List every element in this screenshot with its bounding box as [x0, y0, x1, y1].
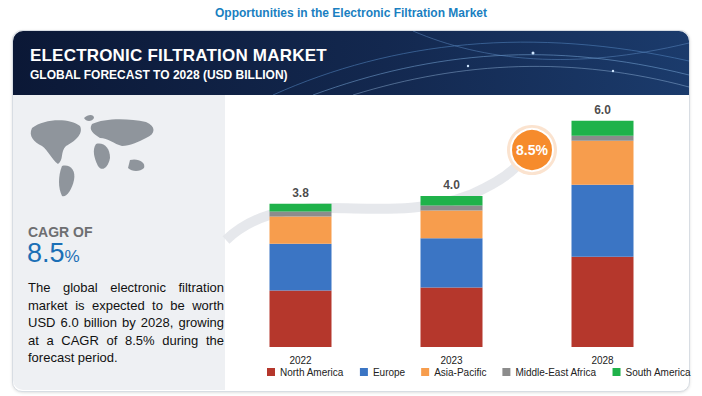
svg-text:South America: South America [626, 367, 691, 378]
svg-text:2023: 2023 [440, 355, 463, 366]
html-text:Opportunities in the Electroni: Opportunities in the Electronic Filtrati… [215, 6, 487, 20]
html-text:The global electronic filtrati: The global electronic filtration market … [28, 280, 224, 366]
svg-text:2022: 2022 [289, 355, 312, 366]
html-text:CAGR OF: CAGR OF [28, 224, 93, 240]
html-text:8.5%: 8.5% [27, 238, 80, 268]
svg-text:4.0: 4.0 [443, 178, 460, 192]
svg-text:Middle-East Africa: Middle-East Africa [515, 367, 596, 378]
svg-text:North America: North America [280, 367, 344, 378]
svg-text:6.0: 6.0 [594, 103, 611, 117]
html-text:ELECTRONIC FILTRATION MARKET: ELECTRONIC FILTRATION MARKET [30, 46, 327, 65]
svg-text:3.8: 3.8 [292, 186, 309, 200]
svg-text:Asia-Pacific: Asia-Pacific [434, 367, 486, 378]
svg-text:Europe: Europe [373, 367, 406, 378]
svg-text:8.5%: 8.5% [516, 142, 548, 158]
html-text:GLOBAL FORECAST TO 2028 (USD B: GLOBAL FORECAST TO 2028 (USD BILLION) [30, 68, 288, 82]
svg-text:2028: 2028 [591, 355, 614, 366]
